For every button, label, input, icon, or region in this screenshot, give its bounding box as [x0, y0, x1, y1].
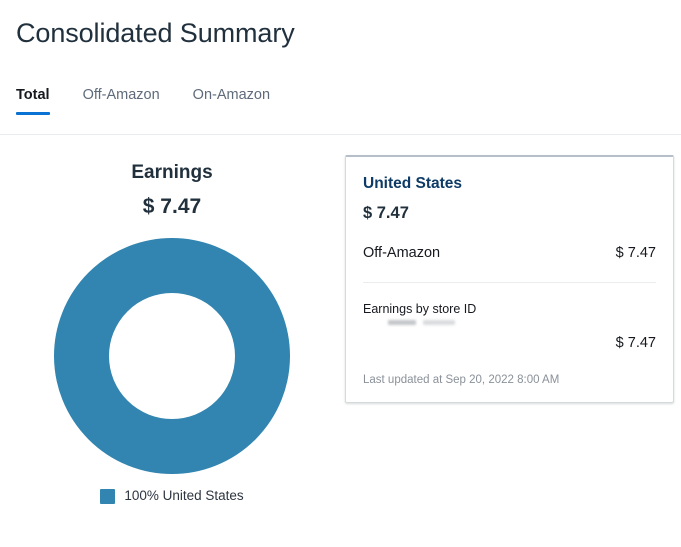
tab-bar: Total Off-Amazon On-Amazon: [16, 86, 270, 115]
chart-legend: 100% United States: [16, 488, 328, 504]
tab-on-amazon[interactable]: On-Amazon: [193, 86, 270, 115]
tab-on-amazon-label: On-Amazon: [192, 87, 271, 103]
card-row-off-amazon: Off-Amazon $ 7.47: [363, 244, 656, 263]
legend-color-swatch: [100, 488, 116, 504]
tab-off-amazon[interactable]: Off-Amazon: [83, 86, 160, 115]
redacted-bar-icon: [423, 320, 455, 325]
card-country-title: United States: [363, 175, 463, 192]
main-content: Earnings $ 7.47 100% United States Unite…: [0, 135, 681, 547]
last-updated-text: Last updated at Sep 20, 2022 8:00 AM: [363, 374, 560, 386]
store-id-redacted: [363, 320, 656, 325]
earnings-by-store-id-label: Earnings by store ID: [363, 302, 477, 316]
earnings-chart-title: Earnings: [131, 162, 213, 183]
donut-chart-wrapper: [16, 238, 328, 474]
tab-total[interactable]: Total: [16, 86, 50, 115]
tab-total-label: Total: [16, 87, 50, 103]
tab-off-amazon-label: Off-Amazon: [82, 87, 160, 103]
legend-item-label: 100% United States: [124, 488, 244, 503]
store-id-amount-row: $ 7.47: [363, 334, 656, 353]
card-total-amount: $ 7.47: [363, 204, 409, 222]
earnings-chart-panel: Earnings $ 7.47 100% United States: [16, 135, 328, 504]
page-title: Consolidated Summary: [16, 18, 295, 48]
card-row-label: Off-Amazon: [363, 245, 441, 261]
donut-chart[interactable]: [54, 238, 290, 474]
country-summary-card: United States $ 7.47 Off-Amazon $ 7.47 E…: [345, 155, 674, 403]
donut-slice-united-states[interactable]: [54, 238, 290, 474]
tabs-divider: [0, 134, 681, 135]
card-divider: [363, 282, 656, 283]
redacted-bar-icon: [388, 320, 416, 325]
store-id-amount-value: $ 7.47: [615, 335, 656, 351]
card-row-value: $ 7.47: [615, 245, 656, 261]
earnings-chart-total-value: $ 7.47: [142, 195, 202, 218]
